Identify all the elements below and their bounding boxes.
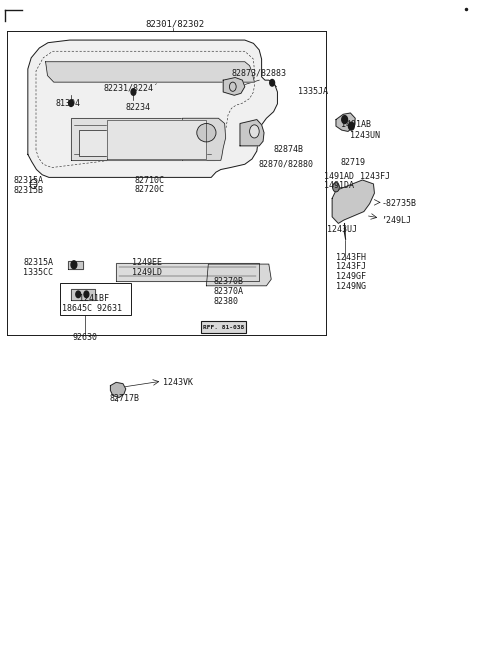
- Text: RFF. 81-038: RFF. 81-038: [203, 325, 244, 330]
- Polygon shape: [206, 264, 271, 286]
- Bar: [79, 130, 120, 156]
- Text: 1491AD: 1491AD: [324, 171, 354, 181]
- Bar: [201, 321, 246, 333]
- Text: 1249EE: 1249EE: [132, 258, 162, 267]
- Text: 82874B: 82874B: [274, 145, 303, 154]
- Circle shape: [342, 116, 348, 124]
- Text: 1243UN: 1243UN: [350, 131, 380, 141]
- Text: 1335CC: 1335CC: [23, 268, 53, 277]
- Polygon shape: [182, 118, 226, 160]
- Text: 82719: 82719: [341, 158, 366, 168]
- Bar: [60, 283, 131, 315]
- Polygon shape: [223, 78, 245, 95]
- Circle shape: [270, 79, 275, 86]
- Text: 82380: 82380: [214, 297, 239, 306]
- Text: 82873/82883: 82873/82883: [232, 68, 287, 78]
- Polygon shape: [110, 382, 126, 397]
- Polygon shape: [116, 263, 259, 281]
- Text: ’249LJ: ’249LJ: [382, 215, 412, 225]
- Polygon shape: [46, 62, 254, 82]
- Polygon shape: [71, 118, 215, 160]
- Text: 1243FJ: 1243FJ: [360, 171, 390, 181]
- Text: 82315A: 82315A: [13, 175, 43, 185]
- Circle shape: [131, 89, 136, 95]
- Text: 92630: 92630: [73, 332, 98, 342]
- Text: 1491AB: 1491AB: [341, 120, 371, 129]
- Text: 1491DA: 1491DA: [324, 181, 354, 191]
- Circle shape: [84, 291, 89, 298]
- Circle shape: [71, 261, 77, 269]
- Text: 82870/82880: 82870/82880: [258, 160, 313, 169]
- Polygon shape: [71, 289, 95, 300]
- Circle shape: [69, 100, 73, 106]
- Circle shape: [348, 122, 354, 130]
- Text: 1249NG: 1249NG: [336, 282, 366, 291]
- Text: 82710C: 82710C: [134, 175, 164, 185]
- Text: 82301/82302: 82301/82302: [145, 20, 205, 29]
- Text: 82370A: 82370A: [214, 286, 243, 296]
- Ellipse shape: [197, 124, 216, 142]
- Text: 82720C: 82720C: [134, 185, 164, 194]
- Polygon shape: [68, 261, 83, 269]
- Text: 1243FJ: 1243FJ: [336, 262, 366, 271]
- Text: 1243UJ: 1243UJ: [327, 225, 357, 235]
- Polygon shape: [332, 180, 374, 223]
- Text: 82315B: 82315B: [13, 186, 43, 195]
- Polygon shape: [107, 120, 206, 159]
- Circle shape: [333, 183, 339, 192]
- Polygon shape: [28, 40, 277, 177]
- Text: 82234: 82234: [126, 103, 151, 112]
- Text: 1241BF: 1241BF: [79, 294, 109, 303]
- Polygon shape: [240, 120, 264, 146]
- Polygon shape: [336, 113, 355, 131]
- Text: 1243FH: 1243FH: [336, 253, 366, 262]
- Text: 1249LD: 1249LD: [132, 268, 162, 277]
- Text: 81394: 81394: [55, 99, 80, 108]
- Text: 82717B: 82717B: [109, 394, 139, 403]
- Text: -82735B: -82735B: [382, 199, 417, 208]
- Text: 18645C 92631: 18645C 92631: [62, 304, 122, 313]
- Text: 82315A: 82315A: [23, 258, 53, 267]
- Circle shape: [250, 125, 259, 138]
- Text: 82231/8224´: 82231/8224´: [103, 84, 158, 93]
- Circle shape: [76, 291, 81, 298]
- Text: 82370B: 82370B: [214, 277, 243, 286]
- Text: 1249GF: 1249GF: [336, 272, 366, 281]
- Text: 1335JA: 1335JA: [298, 87, 327, 97]
- Text: 1243VK: 1243VK: [163, 378, 193, 387]
